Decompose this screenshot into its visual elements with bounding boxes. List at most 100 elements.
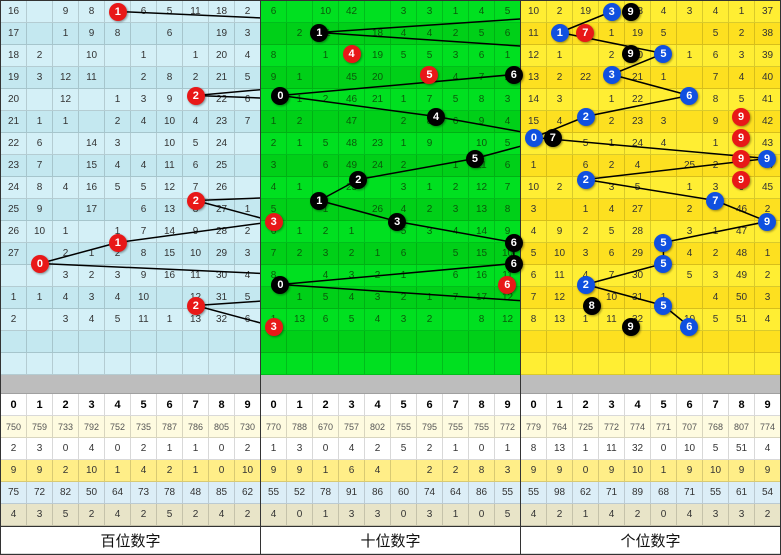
grid-cell: 4 — [79, 309, 105, 330]
stat-row: 992101421010 — [1, 460, 260, 482]
grid-cell: 1 — [599, 133, 625, 154]
grid-cell — [469, 331, 495, 352]
data-row: 81441955361 — [261, 45, 520, 67]
data-row: 1931211282215 — [1, 67, 260, 89]
grid-cell: 21 — [625, 67, 651, 88]
data-row: 2111844256 — [261, 23, 520, 45]
grid-cell: 1 — [287, 89, 313, 110]
grid-cell: 4 — [729, 67, 755, 88]
grid-cell — [443, 331, 469, 352]
ball-shi: 4 — [427, 108, 445, 126]
grid-cell — [261, 23, 287, 44]
grid-cell: 4 — [339, 287, 365, 308]
ball-ge: 3 — [603, 3, 621, 21]
stat-cell: 9 — [755, 460, 780, 481]
data-row: 611473053492 — [521, 265, 780, 287]
grid-cell — [287, 265, 313, 286]
grid-cell: 10 — [521, 1, 547, 22]
grid-cell: 8 — [27, 177, 53, 198]
grid-cell — [53, 353, 79, 374]
data-row: 712103114503 — [521, 287, 780, 309]
stat-cell: 10 — [625, 460, 651, 481]
grid-cell — [235, 133, 260, 154]
grid-cell: 2 — [703, 155, 729, 176]
ball-shi: 6 — [505, 255, 523, 273]
stat-cell: 9 — [677, 460, 703, 481]
header-cell: 0 — [261, 394, 287, 415]
grid-cell: 10 — [521, 177, 547, 198]
header-cell: 4 — [365, 394, 391, 415]
grid-cell — [183, 23, 209, 44]
header-cell: 9 — [495, 394, 520, 415]
ball-ge: 7 — [706, 192, 724, 210]
grid-cell: 6 — [443, 265, 469, 286]
grid-cell — [287, 199, 313, 220]
ball-bai: 3 — [265, 213, 283, 231]
data-row — [521, 353, 780, 375]
grid-cell: 7 — [469, 67, 495, 88]
grid-cell: 24 — [1, 177, 27, 198]
grid-cell: 2 — [599, 45, 625, 66]
stat-cell: 1 — [157, 438, 183, 459]
grid-cell: 3 — [677, 1, 703, 22]
grid-cell: 1 — [677, 177, 703, 198]
stat-cell: 61 — [729, 482, 755, 503]
grid-cell: 6 — [703, 45, 729, 66]
grid-cell: 18 — [365, 23, 391, 44]
grid-cell: 7 — [27, 155, 53, 176]
grid-cell: 11 — [79, 67, 105, 88]
section-ge: 1021918434137112011955238121220163391322… — [521, 1, 780, 554]
grid-cell — [547, 155, 573, 176]
stat-cell: 3 — [495, 460, 520, 481]
grid-cell: 9 — [469, 111, 495, 132]
grid-cell: 3 — [53, 265, 79, 286]
grid-cell: 2 — [339, 243, 365, 264]
grid-cell — [27, 331, 53, 352]
grid-cell: 6 — [261, 1, 287, 22]
header-cell: 1 — [27, 394, 53, 415]
data-row: 12462117583 — [261, 89, 520, 111]
grid-cell: 6 — [391, 243, 417, 264]
freq-cell: 725 — [573, 416, 599, 437]
grid-cell: 50 — [729, 287, 755, 308]
ball-bai: 1 — [109, 3, 127, 21]
section-shi: 6104233145211184425681441955361914520647… — [261, 1, 521, 554]
ball-ge: 1 — [551, 24, 569, 42]
grid-cell: 19 — [625, 23, 651, 44]
lottery-chart: 1698765111821719861931821011204193121128… — [0, 0, 781, 555]
ball-shi: 7 — [544, 129, 562, 147]
grid-cell: 18 — [209, 1, 235, 22]
grid-cell: 4 — [677, 243, 703, 264]
grid-cell: 9 — [183, 221, 209, 242]
stat-cell: 1 — [105, 460, 131, 481]
grid-cell: 9 — [261, 67, 287, 88]
grid-cell: 2 — [27, 45, 53, 66]
grid-cell — [703, 331, 729, 352]
stat-cell: 3 — [27, 438, 53, 459]
grid-cell — [235, 331, 260, 352]
grid-cell: 7 — [417, 89, 443, 110]
stat-cell: 2 — [365, 438, 391, 459]
grid-cell: 2 — [1, 309, 27, 330]
header-cell: 5 — [651, 394, 677, 415]
stat-cell: 0 — [651, 438, 677, 459]
stat-cell: 1 — [313, 460, 339, 481]
freq-cell: 792 — [79, 416, 105, 437]
grid-cell: 28 — [209, 221, 235, 242]
ball-bai: 7 — [576, 24, 594, 42]
grid-cell: 26 — [365, 199, 391, 220]
grid-cell — [27, 309, 53, 330]
grid-cell: 47 — [729, 221, 755, 242]
grid-cell: 45 — [755, 177, 780, 198]
freq-row: 779764725772774771707768807774 — [521, 416, 780, 438]
grid-cell — [469, 353, 495, 374]
stat-cell: 2 — [235, 438, 260, 459]
grid-cell: 2 — [261, 133, 287, 154]
stat-cell: 0 — [53, 438, 79, 459]
data-row: 114341012315 — [1, 287, 260, 309]
grid-cell: 30 — [209, 265, 235, 286]
freq-cell: 750 — [1, 416, 27, 437]
grid-cell: 21 — [365, 89, 391, 110]
grid-cell: 28 — [625, 221, 651, 242]
grid-cell: 5 — [703, 23, 729, 44]
